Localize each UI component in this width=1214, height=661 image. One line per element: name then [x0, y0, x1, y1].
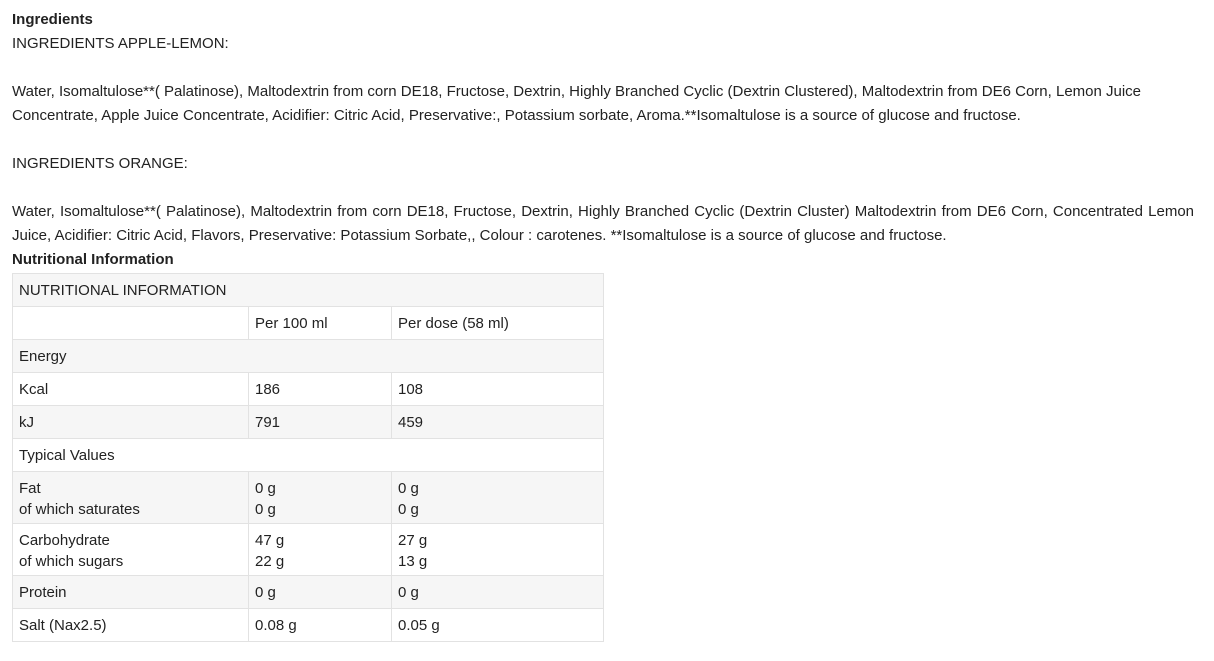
- cell-line: 0.08 g: [255, 617, 297, 634]
- cell-line: 791: [255, 414, 281, 431]
- label-cell: kJ: [12, 405, 249, 439]
- table-row: Salt (Nax2.5) 0.08 g 0.05 g: [12, 608, 604, 642]
- per100-cell: 0.08 g: [248, 608, 392, 642]
- table-title-row: NUTRITIONAL INFORMATION: [12, 273, 604, 307]
- cell-line: 0 g: [255, 501, 276, 518]
- label-cell: Kcal: [12, 372, 249, 406]
- perdose-cell: 459: [391, 405, 604, 439]
- cell-line: 186: [255, 381, 281, 398]
- table-title: NUTRITIONAL INFORMATION: [12, 273, 604, 307]
- perdose-cell: 27 g 13 g: [391, 523, 604, 576]
- cell-line: 47 g: [255, 532, 285, 549]
- perdose-cell: 0.05 g: [391, 608, 604, 642]
- apple-lemon-ingredients: Water, Isomaltulose**( Palatinose), Malt…: [12, 83, 1142, 124]
- label-cell: Salt (Nax2.5): [12, 608, 249, 642]
- cell-line: Salt (Nax2.5): [19, 617, 107, 634]
- column-header: [12, 306, 249, 340]
- perdose-cell: 108: [391, 372, 604, 406]
- per100-cell: 791: [248, 405, 392, 439]
- table-row: Energy: [12, 339, 604, 373]
- per100-cell: 0 g: [248, 575, 392, 609]
- label-cell: Energy: [12, 339, 604, 373]
- cell-line: 0 g: [398, 501, 419, 518]
- cell-line: 22 g: [255, 553, 285, 570]
- ingredients-heading: Ingredients: [12, 11, 93, 28]
- cell-line: 459: [398, 414, 424, 431]
- product-details: Ingredients INGREDIENTS APPLE-LEMON: Wat…: [12, 8, 1194, 642]
- table-row: kJ 791 459: [12, 405, 604, 439]
- column-header: Per dose (58 ml): [391, 306, 604, 340]
- perdose-cell: 0 g: [391, 575, 604, 609]
- table-row: Kcal 186 108: [12, 372, 604, 406]
- table-header-row: Per 100 ml Per dose (58 ml): [12, 306, 604, 340]
- cell-line: 108: [398, 381, 424, 398]
- apple-lemon-title: INGREDIENTS APPLE-LEMON:: [12, 35, 229, 52]
- nutrition-table: NUTRITIONAL INFORMATION Per 100 ml Per d…: [12, 273, 604, 642]
- cell-line: 0 g: [255, 584, 276, 601]
- orange-ingredients: Water, Isomaltulose**( Palatinose), Malt…: [12, 203, 1194, 244]
- label-cell: Carbohydrate of which sugars: [12, 523, 249, 576]
- cell-line: Kcal: [19, 381, 49, 398]
- cell-line: 0.05 g: [398, 617, 440, 634]
- cell-line: of which saturates: [19, 501, 140, 518]
- cell-line: Carbohydrate: [19, 532, 110, 549]
- cell-line: Fat: [19, 480, 41, 497]
- per100-cell: 47 g 22 g: [248, 523, 392, 576]
- label-cell: Protein: [12, 575, 249, 609]
- label-cell: Fat of which saturates: [12, 471, 249, 524]
- orange-title: INGREDIENTS ORANGE:: [12, 155, 188, 172]
- cell-line: 13 g: [398, 553, 428, 570]
- label-cell: Typical Values: [12, 438, 604, 472]
- table-row: Protein 0 g 0 g: [12, 575, 604, 609]
- cell-line: Energy: [19, 348, 67, 365]
- cell-line: 0 g: [398, 480, 419, 497]
- cell-line: of which sugars: [19, 553, 124, 570]
- column-header: Per 100 ml: [248, 306, 392, 340]
- cell-line: Typical Values: [19, 447, 115, 464]
- cell-line: 0 g: [255, 480, 276, 497]
- cell-line: Protein: [19, 584, 67, 601]
- cell-line: 0 g: [398, 584, 419, 601]
- table-row: Carbohydrate of which sugars 47 g 22 g 27 g 1…: [12, 523, 604, 576]
- table-row: Typical Values: [12, 438, 604, 472]
- cell-line: kJ: [19, 414, 34, 431]
- per100-cell: 186: [248, 372, 392, 406]
- cell-line: 27 g: [398, 532, 428, 549]
- nutrition-heading: Nutritional Information: [12, 251, 174, 268]
